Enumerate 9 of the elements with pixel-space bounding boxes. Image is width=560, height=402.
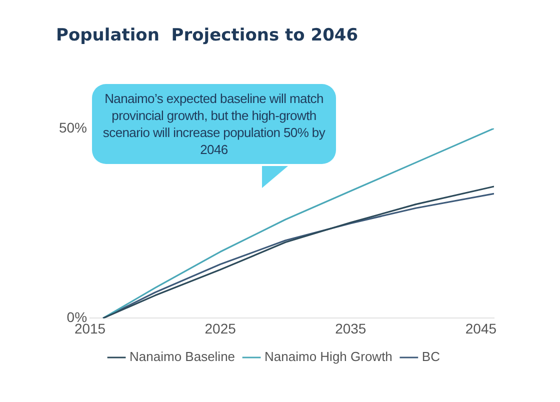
annotation: Nanaimo’s expected baseline will match provincial growth, but the high-growth scenario will increase population 50% by 2046 — [92, 84, 336, 164]
chart-title: Population Projections to 2046 — [56, 26, 358, 46]
x-tick-label: 2035 — [335, 320, 366, 336]
y-tick-label: 50% — [58, 119, 88, 136]
x-tick-label: 2025 — [204, 320, 236, 336]
x-tick-label: 2045 — [465, 320, 497, 336]
legend-label: BC — [422, 349, 440, 364]
legend-label: Nanaimo High Growth — [264, 349, 392, 364]
legend-label: Nanaimo Baseline — [130, 349, 236, 364]
